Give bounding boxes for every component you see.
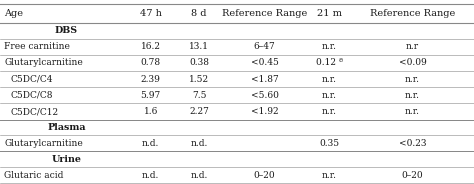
Text: C5DC/C12: C5DC/C12 [11, 107, 59, 116]
Text: <5.60: <5.60 [251, 91, 278, 100]
Text: DBS: DBS [55, 26, 78, 35]
Text: <0.23: <0.23 [399, 139, 426, 148]
Text: Urine: Urine [51, 155, 82, 164]
Text: Glutarylcarnitine: Glutarylcarnitine [4, 139, 83, 148]
Text: C5DC/C4: C5DC/C4 [11, 75, 54, 84]
Text: 0–20: 0–20 [254, 171, 275, 180]
Text: Glutaric acid: Glutaric acid [4, 171, 64, 180]
Text: n.r.: n.r. [405, 75, 420, 84]
Text: n.r.: n.r. [405, 107, 420, 116]
Text: n.r.: n.r. [322, 75, 337, 84]
Text: 1.52: 1.52 [189, 75, 209, 84]
Text: <1.92: <1.92 [251, 107, 278, 116]
Text: n.r.: n.r. [322, 107, 337, 116]
Text: n.d.: n.d. [191, 171, 208, 180]
Text: n.d.: n.d. [142, 139, 159, 148]
Text: Reference Range: Reference Range [222, 9, 307, 18]
Text: 0.78: 0.78 [141, 59, 161, 67]
Text: 2.39: 2.39 [141, 75, 161, 84]
Text: Glutarylcarnitine: Glutarylcarnitine [4, 59, 83, 67]
Text: <1.87: <1.87 [251, 75, 278, 84]
Text: <0.09: <0.09 [399, 59, 426, 67]
Text: 47 h: 47 h [140, 9, 162, 18]
Text: 8 d: 8 d [191, 9, 207, 18]
Text: Age: Age [4, 9, 23, 18]
Text: 0.38: 0.38 [189, 59, 209, 67]
Text: <0.45: <0.45 [251, 59, 278, 67]
Text: n.r.: n.r. [405, 91, 420, 100]
Text: 2.27: 2.27 [189, 107, 209, 116]
Text: n.r.: n.r. [322, 171, 337, 180]
Text: n.r.: n.r. [322, 91, 337, 100]
Text: Free carnitine: Free carnitine [4, 42, 70, 51]
Text: 0.12 ª: 0.12 ª [316, 59, 343, 67]
Text: 5.97: 5.97 [141, 91, 161, 100]
Text: 0.35: 0.35 [319, 139, 339, 148]
Text: 0–20: 0–20 [401, 171, 423, 180]
Text: Reference Range: Reference Range [370, 9, 455, 18]
Text: n.d.: n.d. [142, 171, 159, 180]
Text: 1.6: 1.6 [144, 107, 158, 116]
Text: 21 m: 21 m [317, 9, 342, 18]
Text: C5DC/C8: C5DC/C8 [11, 91, 54, 100]
Text: n.d.: n.d. [191, 139, 208, 148]
Text: n.r: n.r [406, 42, 419, 51]
Text: n.r.: n.r. [322, 42, 337, 51]
Text: 7.5: 7.5 [192, 91, 206, 100]
Text: 13.1: 13.1 [189, 42, 209, 51]
Text: 16.2: 16.2 [141, 42, 161, 51]
Text: 6–47: 6–47 [254, 42, 275, 51]
Text: Plasma: Plasma [47, 123, 86, 132]
